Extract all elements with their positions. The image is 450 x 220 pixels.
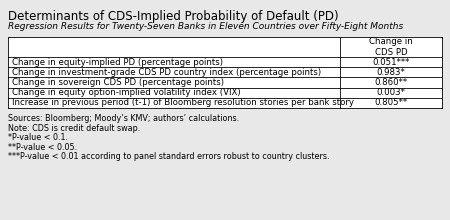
- Text: Change in equity option-implied volatility index (VIX): Change in equity option-implied volatili…: [12, 88, 241, 97]
- Text: 0.983*: 0.983*: [377, 68, 405, 77]
- Text: 0.003*: 0.003*: [377, 88, 405, 97]
- Text: Determinants of CDS-Implied Probability of Default (PD): Determinants of CDS-Implied Probability …: [8, 10, 338, 23]
- Text: 0.860**: 0.860**: [374, 78, 408, 87]
- Text: ***P-value < 0.01 according to panel standard errors robust to country clusters.: ***P-value < 0.01 according to panel sta…: [8, 152, 329, 161]
- Text: Note: CDS is credit default swap.: Note: CDS is credit default swap.: [8, 123, 140, 132]
- Text: **P-value < 0.05.: **P-value < 0.05.: [8, 143, 77, 152]
- Text: Increase in previous period (t-1) of Bloomberg resolution stories per bank story: Increase in previous period (t-1) of Blo…: [12, 98, 354, 107]
- Text: Change in
CDS PD: Change in CDS PD: [369, 37, 413, 57]
- Text: Change in equity-implied PD (percentage points): Change in equity-implied PD (percentage …: [12, 58, 223, 67]
- Text: Regression Results for Twenty-Seven Banks in Eleven Countries over Fifty-Eight M: Regression Results for Twenty-Seven Bank…: [8, 22, 403, 31]
- Text: Sources: Bloomberg; Moody’s KMV; authors’ calculations.: Sources: Bloomberg; Moody’s KMV; authors…: [8, 114, 239, 123]
- Text: *P-value < 0.1.: *P-value < 0.1.: [8, 133, 68, 142]
- Text: Change in sovereign CDS PD (percentage points): Change in sovereign CDS PD (percentage p…: [12, 78, 224, 87]
- Text: 0.805**: 0.805**: [374, 98, 408, 107]
- Text: Change in investment-grade CDS PD country index (percentage points): Change in investment-grade CDS PD countr…: [12, 68, 321, 77]
- Text: 0.051***: 0.051***: [372, 58, 410, 67]
- Bar: [8, 37, 442, 108]
